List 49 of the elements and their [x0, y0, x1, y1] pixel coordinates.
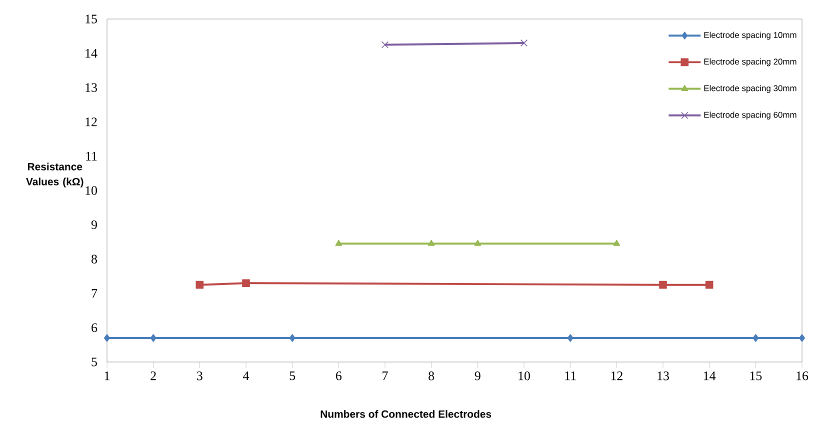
- point: [428, 240, 435, 246]
- legend-label: Electrode spacing 20mm: [704, 58, 796, 66]
- point: [752, 334, 759, 342]
- y-tick-label: 10: [86, 186, 97, 195]
- point: [798, 334, 806, 342]
- point: [705, 280, 714, 289]
- x-tick-label: 11: [565, 372, 576, 380]
- y-tick-label: 6: [92, 323, 98, 332]
- point: [335, 240, 342, 246]
- point: [196, 280, 204, 289]
- x-tick-label: 14: [704, 372, 716, 380]
- y-tick-label: 14: [86, 49, 98, 58]
- point: [613, 240, 620, 246]
- y-tick-label: 9: [91, 220, 97, 230]
- y-axis-title: Resistance Values (kΩ): [26, 162, 84, 188]
- point: [567, 334, 574, 342]
- point: [150, 334, 156, 342]
- x-tick-label: 1: [104, 372, 110, 380]
- x-tick-label: 13: [658, 372, 669, 380]
- point: [242, 279, 250, 288]
- y-tick-label: 12: [86, 118, 97, 126]
- x-tick-label: 7: [382, 372, 388, 380]
- x-tick-label: 10: [518, 372, 530, 380]
- point: [381, 41, 389, 48]
- legend-label: Electrode spacing 10mm: [704, 32, 796, 40]
- x-tick-label: 5: [290, 372, 296, 380]
- x-tick-label: 4: [243, 372, 250, 380]
- x-tick-label: 3: [197, 372, 202, 380]
- x-tick-label: 15: [750, 372, 762, 380]
- legend-label: Electrode spacing 30mm: [704, 84, 796, 93]
- x-tick-label: 16: [796, 372, 808, 380]
- y-tick-label: 5: [92, 358, 97, 366]
- x-tick-label: 8: [428, 372, 434, 380]
- x-axis-title: Numbers of Connected Electrodes: [320, 410, 492, 418]
- point: [474, 240, 482, 246]
- x-tick-label: 12: [611, 372, 622, 380]
- y-tick-label: 7: [92, 289, 98, 298]
- x-tick-label: 9: [474, 372, 480, 380]
- y-tick-label: 8: [92, 254, 97, 264]
- y-tick-label: 11: [86, 152, 97, 160]
- x-tick-label: 6: [336, 372, 342, 380]
- point: [659, 280, 667, 289]
- y-tick-label: 15: [86, 14, 97, 24]
- x-tick-label: 2: [150, 372, 156, 380]
- legend-label: Electrode spacing 60mm: [704, 112, 796, 120]
- y-tick-label: 13: [86, 83, 97, 92]
- point: [520, 39, 528, 47]
- point: [104, 334, 110, 342]
- point: [289, 334, 296, 342]
